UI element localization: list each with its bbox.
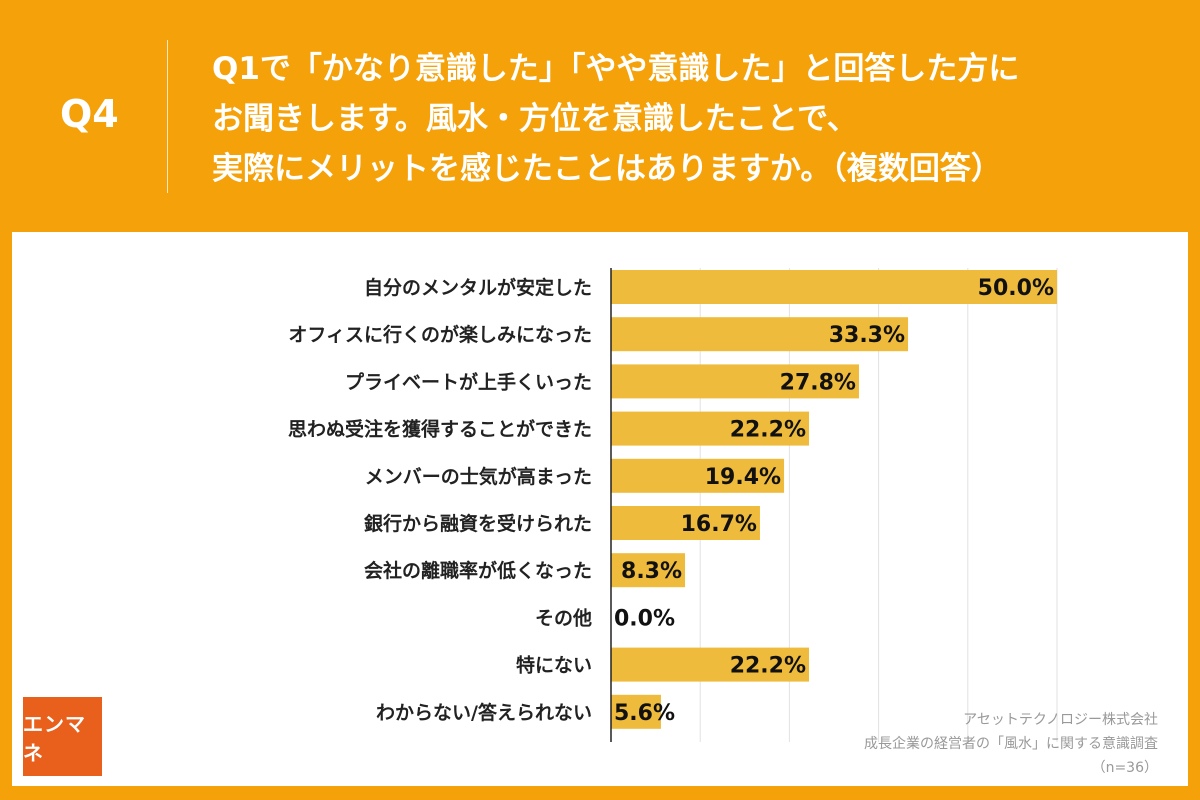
data-label: 33.3%: [829, 323, 905, 348]
question-line-2: お聞きします。風水・方位を意識したことで、: [212, 101, 858, 137]
category-label: メンバーの士気が高まった: [365, 465, 592, 488]
source-survey: 成長企業の経営者の「風水」に関する意識調査: [864, 736, 1158, 752]
category-label: 会社の離職率が低くなった: [364, 559, 592, 582]
header: Q4 Q1で「かなり意識した」「やや意識した」と回答した方に お聞きします。風水…: [0, 0, 1200, 232]
data-label: 27.8%: [780, 370, 856, 395]
category-label: オフィスに行くのが楽しみになった: [288, 323, 592, 346]
data-label: 50.0%: [978, 276, 1054, 301]
category-label: 思わぬ受注を獲得することができた: [288, 418, 592, 441]
category-label: プライベートが上手くいった: [345, 370, 592, 393]
data-label: 0.0%: [614, 606, 675, 631]
data-label: 8.3%: [621, 559, 682, 584]
category-label: わからない/答えられない: [376, 701, 592, 724]
category-label: 銀行から融資を受けられた: [364, 512, 592, 535]
question-text: Q1で「かなり意識した」「やや意識した」と回答した方に お聞きします。風水・方位…: [212, 44, 1172, 194]
bar: [611, 647, 810, 682]
header-divider: [167, 40, 168, 193]
bar: [611, 506, 760, 540]
chart-panel: [12, 232, 1188, 786]
category-label: 特にない: [516, 655, 592, 677]
question-number: Q4: [60, 92, 119, 136]
source-sample-size: （n=36）: [1091, 760, 1158, 776]
category-label: その他: [535, 606, 592, 629]
bar: [611, 553, 686, 588]
logo: エンマネ: [23, 697, 102, 776]
bar: [611, 317, 909, 352]
question-line-3: 実際にメリットを感じたことはありますか。（複数回答）: [212, 151, 1002, 187]
source-company: アセットテクノロジー株式会社: [963, 712, 1158, 728]
bar: [611, 694, 661, 729]
question-line-1: Q1で「かなり意識した」「やや意識した」と回答した方に: [212, 51, 1020, 87]
data-label: 19.4%: [705, 465, 781, 490]
data-label: 22.2%: [730, 418, 806, 443]
bar: [611, 411, 810, 446]
data-label: 22.2%: [730, 654, 806, 679]
bar: [611, 364, 859, 399]
data-label: 16.7%: [681, 512, 757, 537]
bar: [611, 270, 1057, 304]
source-note: アセットテクノロジー株式会社 成長企業の経営者の「風水」に関する意識調査 （n=…: [864, 708, 1158, 780]
data-label: 5.6%: [614, 701, 675, 726]
category-label: 自分のメンタルが安定した: [364, 276, 592, 299]
bar: [611, 458, 785, 493]
